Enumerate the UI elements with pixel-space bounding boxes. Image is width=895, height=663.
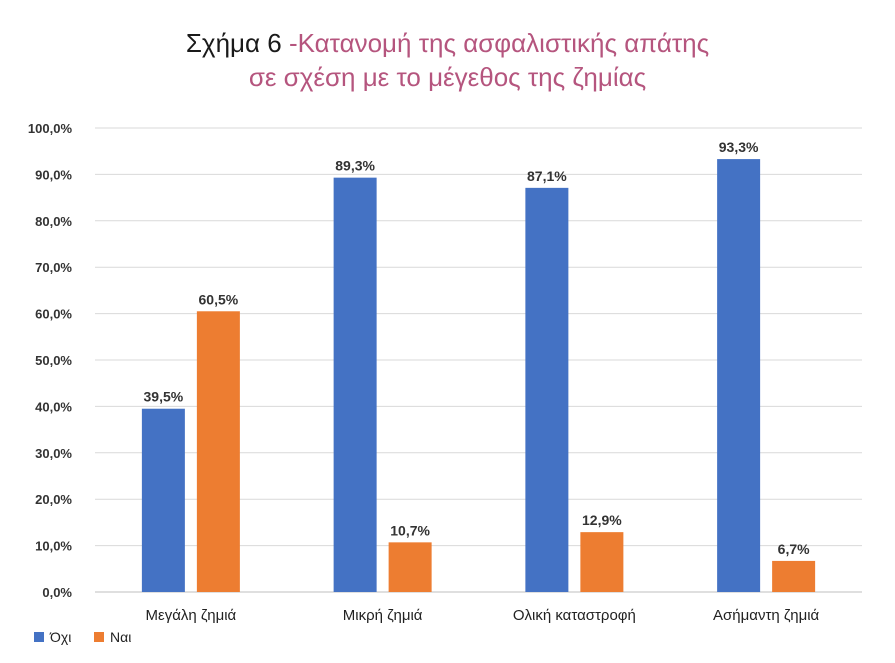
bar-ochi	[717, 159, 761, 592]
data-label: 87,1%	[527, 168, 567, 184]
data-label: 60,5%	[199, 291, 239, 307]
legend-label: Όχι	[49, 629, 71, 645]
data-label: 93,3%	[719, 139, 759, 155]
y-tick-label: 10,0%	[35, 539, 72, 554]
data-label: 6,7%	[778, 541, 810, 557]
y-tick-label: 60,0%	[35, 307, 72, 322]
bar-nai	[196, 311, 240, 592]
y-tick-label: 70,0%	[35, 260, 72, 275]
x-category-label: Μικρή ζημιά	[343, 607, 423, 624]
chart-title-prefix: Σχήμα 6	[185, 28, 282, 58]
y-tick-label: 80,0%	[35, 214, 72, 229]
x-category-label: Ασήμαντη ζημιά	[713, 607, 820, 624]
chart-title-line-1: Σχήμα 6 -Κατανομή της ασφαλιστικής απάτη…	[0, 28, 895, 59]
data-label: 89,3%	[335, 158, 375, 174]
bar-nai	[772, 560, 816, 592]
y-tick-label: 0,0%	[42, 585, 72, 600]
x-category-label: Μεγάλη ζημιά	[146, 607, 237, 624]
chart-title-line-2: σε σχέση με το μέγεθος της ζημίας	[248, 62, 647, 92]
legend-swatch	[34, 632, 44, 642]
bar-nai	[580, 532, 624, 592]
data-label: 10,7%	[390, 522, 430, 538]
y-tick-label: 50,0%	[35, 353, 72, 368]
legend-label: Ναι	[110, 629, 131, 645]
y-tick-label: 20,0%	[35, 492, 72, 507]
bar-nai	[388, 542, 432, 592]
y-tick-label: 40,0%	[35, 399, 72, 414]
y-tick-label: 100,0%	[28, 121, 73, 136]
data-label: 12,9%	[582, 512, 622, 528]
chart-title-main: -Κατανομή της ασφαλιστικής απάτης	[288, 28, 710, 58]
x-category-label: Ολική καταστροφή	[513, 607, 636, 624]
y-tick-label: 90,0%	[35, 167, 72, 182]
bar-ochi	[141, 408, 185, 592]
bar-ochi	[333, 177, 377, 592]
legend-swatch	[94, 632, 104, 642]
y-tick-label: 30,0%	[35, 446, 72, 461]
bar-ochi	[525, 187, 569, 592]
data-label: 39,5%	[144, 389, 184, 405]
